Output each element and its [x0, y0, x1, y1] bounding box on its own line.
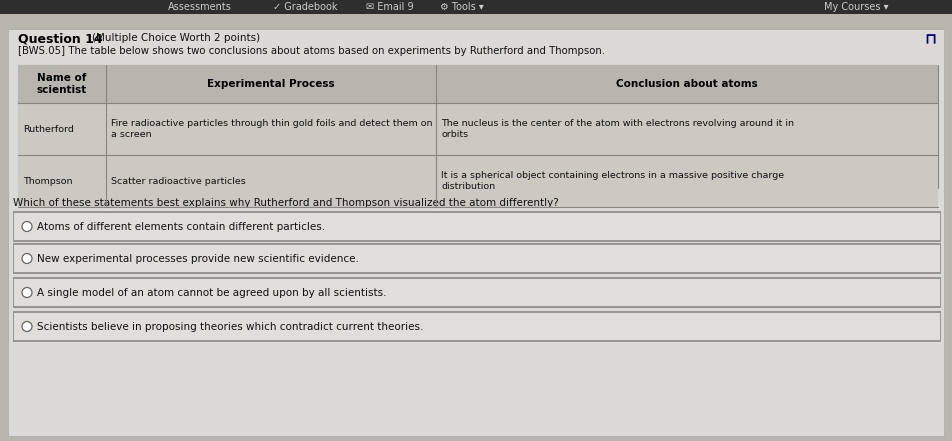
Bar	[18, 103, 938, 155]
Circle shape	[22, 221, 32, 232]
Text: ✉ Email 9: ✉ Email 9	[367, 2, 414, 12]
Text: It is a spherical object containing electrons in a massive positive charge
distr: It is a spherical object containing elec…	[441, 171, 784, 191]
Bar	[13, 277, 941, 308]
Bar	[18, 65, 938, 188]
Bar	[14, 313, 940, 340]
Text: The nucleus is the center of the atom with electrons revolving around it in
orbi: The nucleus is the center of the atom wi…	[441, 120, 794, 139]
Text: Name of
scientist: Name of scientist	[37, 73, 88, 95]
Bar	[13, 211, 941, 242]
Text: Assessments: Assessments	[169, 2, 232, 12]
Bar	[14, 213, 940, 240]
Text: ⊓: ⊓	[923, 32, 936, 47]
Text: Fire radioactive particles through thin gold foils and detect them on
a screen: Fire radioactive particles through thin …	[111, 120, 432, 139]
Bar	[13, 311, 941, 342]
Text: Rutherford: Rutherford	[23, 124, 74, 134]
Bar	[18, 155, 938, 207]
Text: [BWS.05] The table below shows two conclusions about atoms based on experiments : [BWS.05] The table below shows two concl…	[18, 46, 605, 56]
Text: Atoms of different elements contain different particles.: Atoms of different elements contain diff…	[37, 221, 326, 232]
Circle shape	[22, 288, 32, 298]
Circle shape	[22, 254, 32, 264]
Text: Experimental Process: Experimental Process	[208, 79, 335, 89]
Bar	[13, 243, 941, 274]
Bar	[0, 0, 952, 14]
Bar	[14, 245, 940, 272]
Text: A single model of an atom cannot be agreed upon by all scientists.: A single model of an atom cannot be agre…	[37, 288, 387, 298]
Text: Question 14: Question 14	[18, 33, 103, 46]
Text: Which of these statements best explains why Rutherford and Thompson visualized t: Which of these statements best explains …	[13, 198, 559, 208]
Text: (Multiple Choice Worth 2 points): (Multiple Choice Worth 2 points)	[92, 33, 260, 43]
Bar	[18, 65, 938, 103]
Text: New experimental processes provide new scientific evidence.: New experimental processes provide new s…	[37, 254, 359, 264]
Text: Thompson: Thompson	[23, 176, 72, 186]
Bar	[14, 279, 940, 306]
Text: ⚙ Tools ▾: ⚙ Tools ▾	[440, 2, 484, 12]
Text: Scatter radioactive particles: Scatter radioactive particles	[111, 176, 246, 186]
Text: ✓ Gradebook: ✓ Gradebook	[273, 2, 337, 12]
Text: Conclusion about atoms: Conclusion about atoms	[616, 79, 758, 89]
Circle shape	[22, 321, 32, 332]
Text: Scientists believe in proposing theories which contradict current theories.: Scientists believe in proposing theories…	[37, 321, 424, 332]
Text: My Courses ▾: My Courses ▾	[823, 2, 888, 12]
